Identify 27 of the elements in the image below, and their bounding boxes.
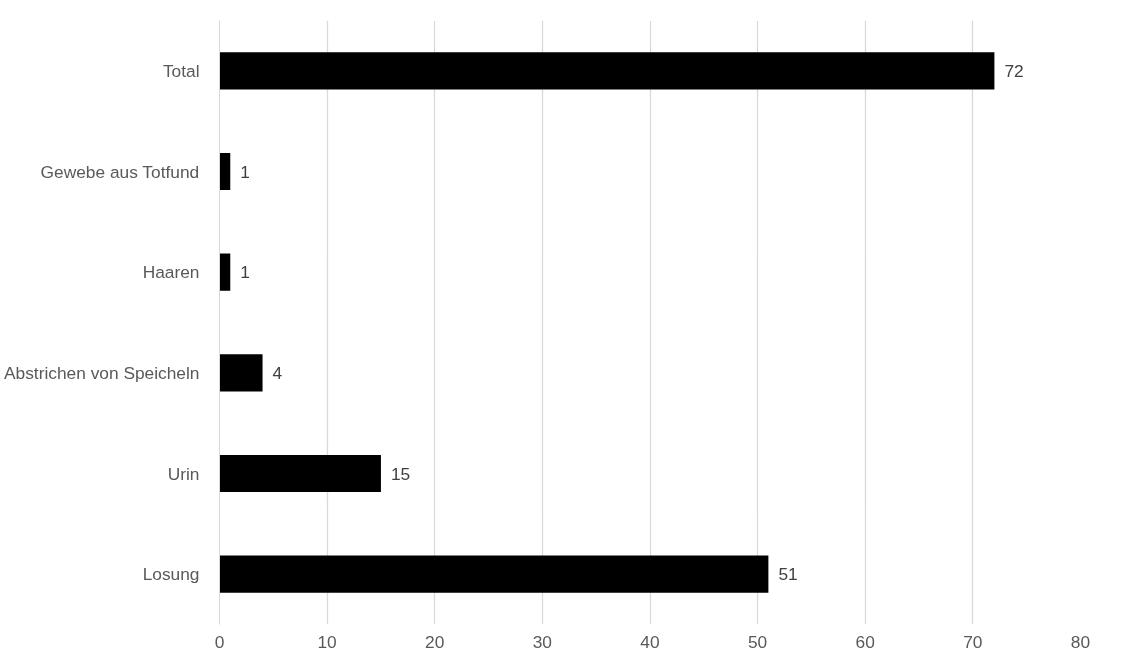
x-tick-label: 70	[963, 631, 983, 652]
bar	[219, 555, 769, 593]
x-tick-label: 0	[214, 631, 225, 652]
x-tick-label: 50	[747, 631, 768, 652]
y-tick-label: Total	[162, 60, 200, 81]
bar	[219, 52, 995, 90]
y-tick-label: Haaren	[142, 262, 200, 283]
bar	[219, 152, 231, 191]
x-tick-label: 80	[1070, 631, 1091, 652]
data-label: 15	[390, 463, 411, 484]
x-tick-label: 30	[532, 631, 553, 652]
data-label: 72	[1004, 60, 1024, 81]
data-label: 1	[240, 262, 250, 283]
y-tick-label: Gewebe aus Totfund	[40, 161, 200, 182]
data-label: 51	[778, 564, 798, 585]
x-tick-label: 10	[317, 631, 337, 652]
x-tick-label: 40	[640, 631, 660, 652]
data-label: 4	[272, 362, 283, 383]
y-tick-label: Urin	[167, 463, 200, 484]
x-tick-label: 60	[855, 631, 875, 652]
bar	[219, 354, 263, 392]
bar	[219, 253, 231, 291]
bar	[219, 454, 381, 493]
y-tick-label: Losung	[142, 564, 200, 585]
data-label: 1	[240, 161, 250, 182]
x-tick-label: 20	[425, 631, 445, 652]
y-tick-label: Abstrichen von Speicheln	[3, 362, 200, 383]
